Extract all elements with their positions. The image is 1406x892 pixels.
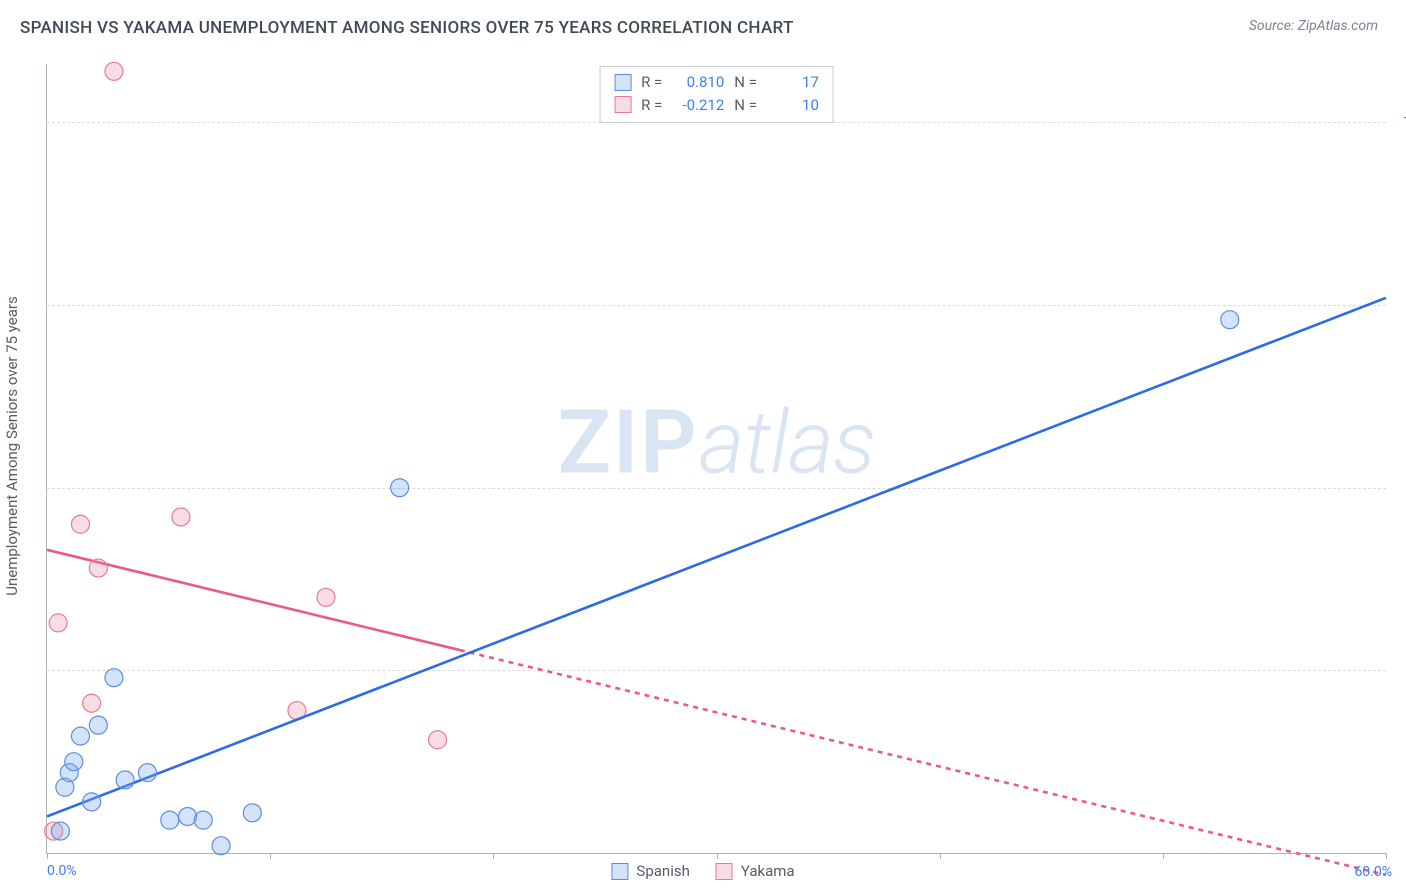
- swatch-spanish: [614, 74, 631, 91]
- source-attribution: Source: ZipAtlas.com: [1249, 18, 1378, 34]
- swatch-yakama: [716, 863, 733, 880]
- regression-line: [47, 550, 460, 650]
- chart-title: SPANISH VS YAKAMA UNEMPLOYMENT AMONG SEN…: [20, 18, 794, 38]
- n-value-yakama: 10: [767, 94, 819, 117]
- swatch-spanish: [611, 863, 628, 880]
- x-tick-end: 60.0%: [1354, 864, 1392, 880]
- data-point: [65, 753, 83, 771]
- r-label: R =: [641, 71, 662, 94]
- y-tick-label: 75.0%: [1392, 297, 1406, 313]
- data-point: [71, 515, 89, 533]
- plot-area: ZIPatlas 25.0%50.0%75.0%100.0% R = 0.810…: [46, 64, 1386, 854]
- data-point: [49, 614, 67, 632]
- data-point: [161, 811, 179, 829]
- data-point: [89, 716, 107, 734]
- y-tick-label: 100.0%: [1392, 114, 1406, 130]
- n-value-spanish: 17: [767, 71, 819, 94]
- data-point: [116, 771, 134, 789]
- data-point: [105, 62, 123, 80]
- data-point: [179, 807, 197, 825]
- y-tick-label: 25.0%: [1392, 662, 1406, 678]
- data-point: [317, 588, 335, 606]
- y-axis-label: Unemployment Among Seniors over 75 years: [3, 296, 21, 595]
- x-tick: [1163, 853, 1164, 859]
- x-tick-start: 0.0%: [47, 863, 77, 879]
- r-label: R =: [641, 94, 662, 117]
- regression-line: [47, 298, 1386, 817]
- x-tick: [1386, 853, 1387, 859]
- source-prefix: Source:: [1249, 18, 1298, 34]
- legend-label-spanish: Spanish: [636, 862, 689, 880]
- stats-row-yakama: R = -0.212 N = 10: [614, 94, 819, 117]
- data-point: [89, 559, 107, 577]
- x-tick: [493, 853, 494, 859]
- legend-item-yakama: Yakama: [716, 862, 795, 880]
- data-point: [172, 508, 190, 526]
- x-tick: [270, 853, 271, 859]
- series-legend: Spanish Yakama: [611, 862, 794, 880]
- data-point: [1221, 311, 1239, 329]
- data-point: [83, 793, 101, 811]
- r-value-yakama: -0.212: [672, 94, 724, 117]
- data-point: [71, 727, 89, 745]
- legend-item-spanish: Spanish: [611, 862, 689, 880]
- data-point: [83, 694, 101, 712]
- data-point: [243, 804, 261, 822]
- x-tick: [47, 853, 48, 859]
- data-point: [51, 822, 69, 840]
- n-label: N =: [734, 94, 757, 117]
- x-tick: [717, 853, 718, 859]
- r-value-spanish: 0.810: [672, 71, 724, 94]
- stats-legend: R = 0.810 N = 17 R = -0.212 N = 10: [599, 66, 834, 123]
- source-name: ZipAtlas.com: [1298, 18, 1378, 34]
- swatch-yakama: [614, 96, 631, 113]
- data-point: [194, 811, 212, 829]
- y-tick-label: 50.0%: [1392, 480, 1406, 496]
- data-point: [212, 837, 230, 855]
- x-tick: [940, 853, 941, 859]
- regression-line: [460, 650, 1386, 875]
- data-point: [429, 731, 447, 749]
- data-point: [138, 764, 156, 782]
- data-point: [105, 669, 123, 687]
- n-label: N =: [734, 71, 757, 94]
- data-point: [391, 479, 409, 497]
- legend-label-yakama: Yakama: [741, 862, 795, 880]
- stats-row-spanish: R = 0.810 N = 17: [614, 71, 819, 94]
- scatter-svg: [47, 64, 1386, 853]
